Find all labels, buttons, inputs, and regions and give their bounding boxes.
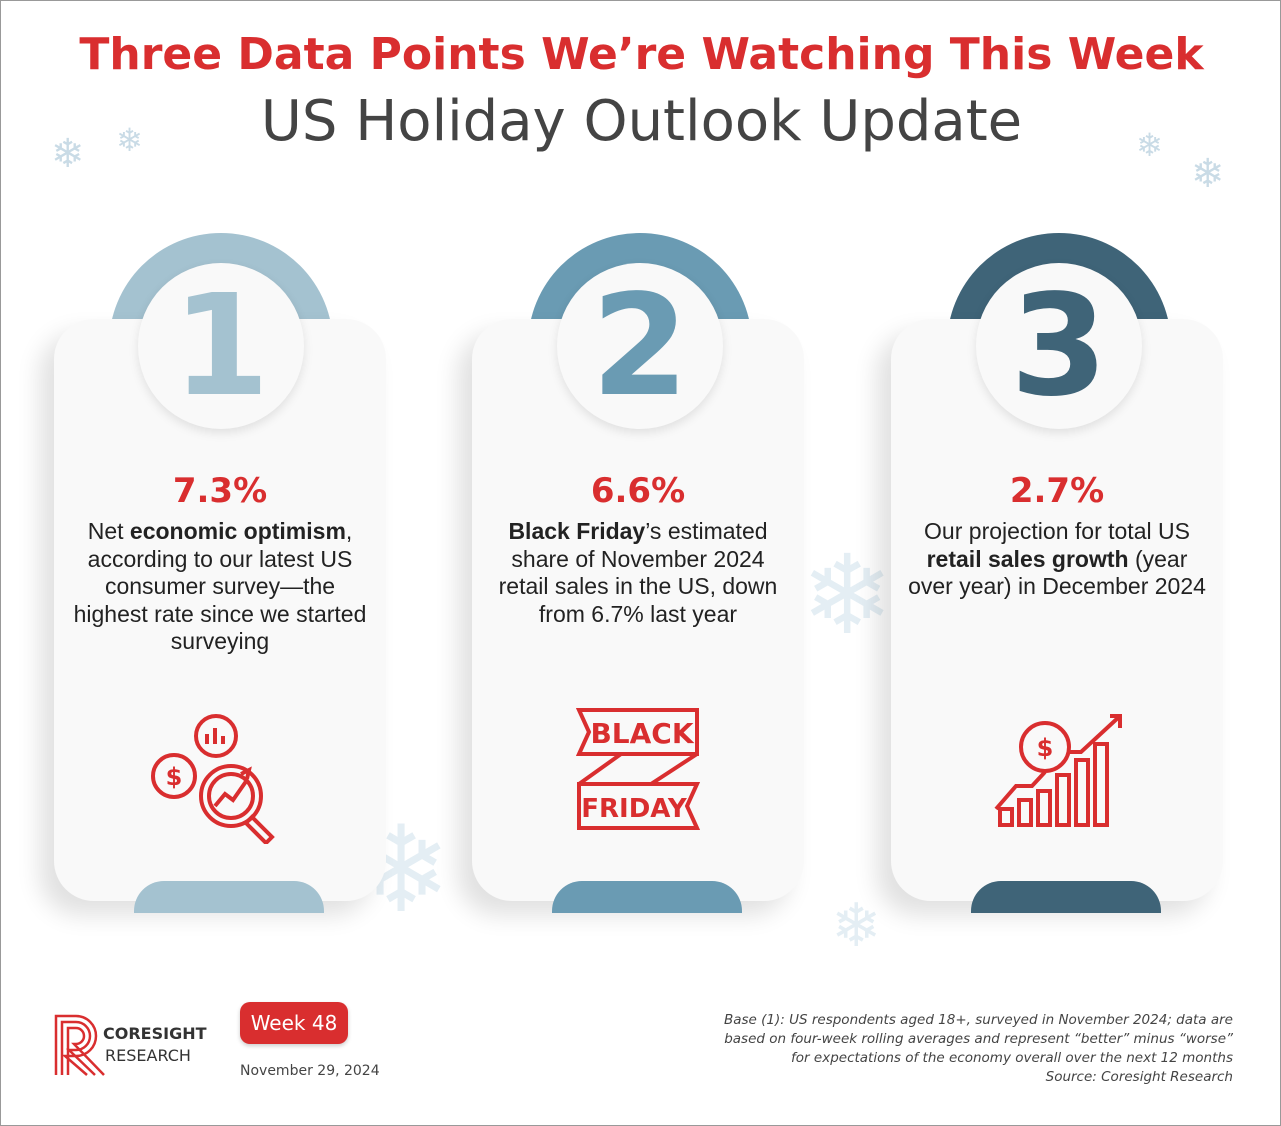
card-2-number: 2 bbox=[557, 263, 723, 429]
card-3-number: 3 bbox=[976, 263, 1142, 429]
card-3-value: 2.7% bbox=[1009, 471, 1105, 511]
footnote: Base (1): US respondents aged 18+, surve… bbox=[723, 1012, 1233, 1085]
svg-text:$: $ bbox=[166, 763, 183, 791]
card-1: 7.3% Net economic optimism, according to… bbox=[54, 319, 386, 901]
week-badge: Week 48 bbox=[240, 1002, 348, 1044]
logo-mark-icon bbox=[54, 1014, 105, 1076]
magnifier-dollar-chart-icon: $ bbox=[151, 714, 275, 844]
card-1-text: Net economic optimism, according to our … bbox=[73, 518, 367, 654]
card-2-value: 6.6% bbox=[590, 471, 686, 511]
card-1-tab bbox=[134, 881, 324, 913]
card-3-tab bbox=[971, 881, 1161, 913]
card-2-text: Black Friday’s estimated share of Novemb… bbox=[498, 518, 778, 627]
svg-text:$: $ bbox=[1037, 734, 1054, 762]
logo-text-line2: RESEARCH bbox=[105, 1046, 191, 1065]
snowflake-icon: ❄ bbox=[51, 131, 85, 177]
card-1-value: 7.3% bbox=[172, 471, 268, 511]
page-title: Three Data Points We’re Watching This We… bbox=[79, 29, 1204, 80]
black-friday-banner-icon: BLACK FRIDAY bbox=[576, 708, 700, 830]
card-3-text: Our projection for total US retail sales… bbox=[908, 518, 1206, 599]
snowflake-icon: ❄ bbox=[1191, 151, 1225, 197]
snowflake-icon: ❄ bbox=[116, 121, 143, 159]
snowflake-icon: ❄ bbox=[801, 531, 894, 659]
svg-text:BLACK: BLACK bbox=[590, 717, 694, 750]
card-1-number: 1 bbox=[138, 263, 304, 429]
publish-date: November 29, 2024 bbox=[240, 1063, 380, 1079]
snowflake-icon: ❄ bbox=[831, 891, 882, 961]
growth-bar-chart-dollar-icon: $ bbox=[994, 714, 1122, 827]
svg-text:FRIDAY: FRIDAY bbox=[581, 794, 688, 824]
logo-text-line1: CORESIGHT bbox=[103, 1024, 207, 1043]
card-2-tab bbox=[552, 881, 742, 913]
page-subtitle: US Holiday Outlook Update bbox=[260, 89, 1023, 154]
snowflake-icon: ❄ bbox=[1136, 126, 1163, 164]
